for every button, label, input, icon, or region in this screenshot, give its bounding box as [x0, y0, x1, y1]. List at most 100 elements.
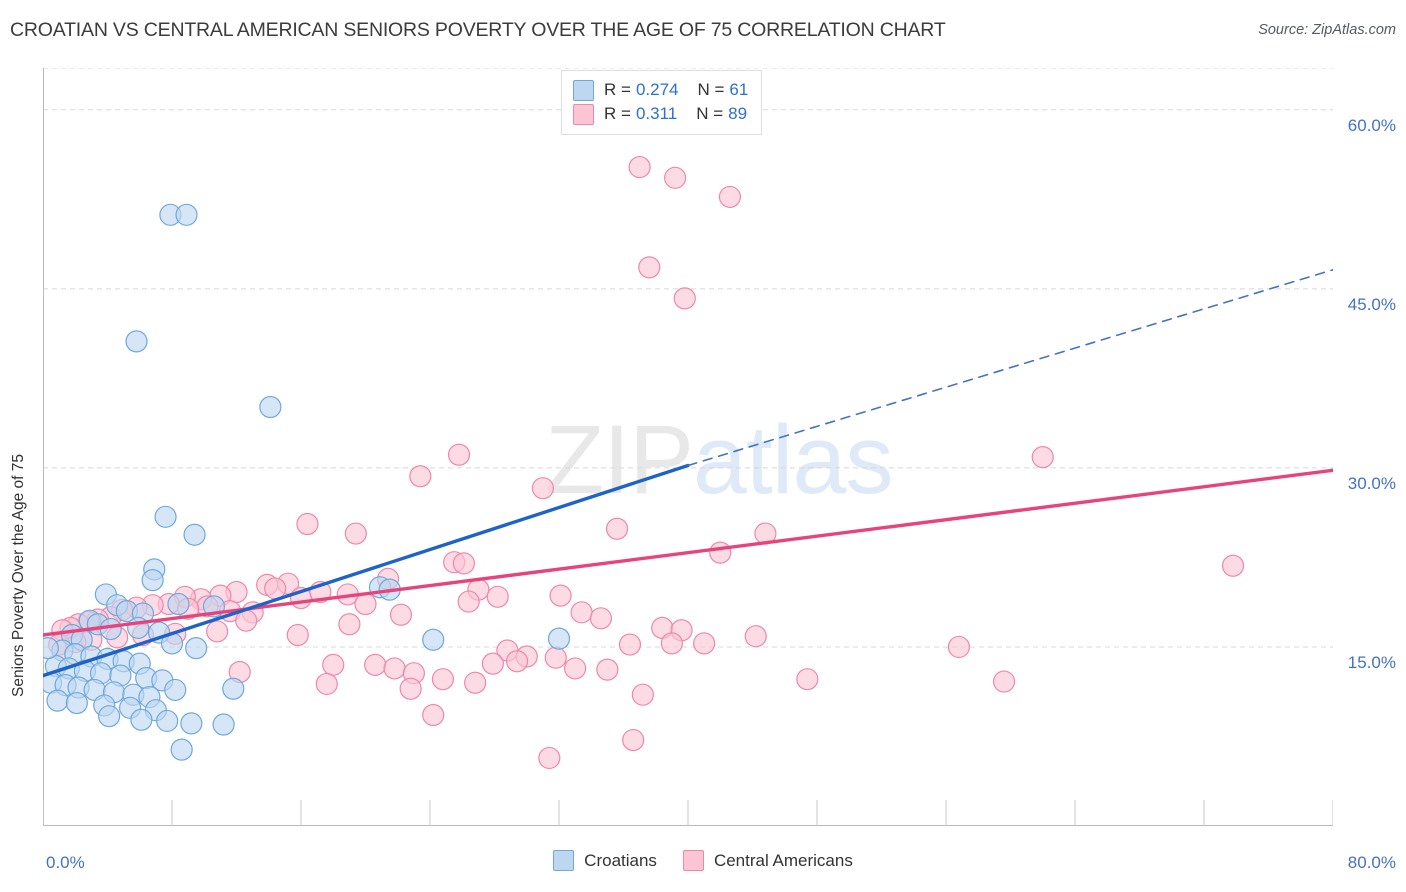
- data-point: [718, 185, 742, 209]
- data-point: [605, 517, 629, 540]
- data-point: [354, 592, 377, 616]
- data-point: [175, 203, 198, 226]
- data-point: [486, 585, 509, 608]
- data-point: [1221, 554, 1245, 577]
- data-point: [589, 607, 613, 630]
- data-point: [673, 287, 696, 310]
- data-point: [322, 653, 345, 676]
- data-point: [422, 628, 445, 651]
- n-value-blue: 61: [729, 80, 749, 99]
- data-point: [538, 746, 561, 770]
- data-point: [130, 708, 153, 731]
- data-point: [399, 677, 422, 700]
- data-point: [505, 650, 529, 673]
- data-point: [464, 671, 487, 694]
- y-axis-title-anchor: Seniors Poverty Over the Age of 75: [10, 454, 36, 698]
- data-point: [570, 601, 593, 624]
- data-point: [206, 620, 229, 643]
- data-point: [660, 632, 683, 655]
- data-point: [154, 505, 177, 528]
- data-point: [618, 633, 642, 656]
- data-point: [383, 657, 406, 680]
- r-value-pink: 0.311: [635, 104, 678, 123]
- data-point: [98, 705, 121, 728]
- correlation-stats-legend: R = 0.274 N = 61 R = 0.311 N = 89: [561, 70, 763, 135]
- legend-item-croatians[interactable]: Croatians: [553, 850, 657, 871]
- data-point: [744, 625, 767, 648]
- y-axis-tick-label: 15.0%: [1347, 652, 1396, 672]
- legend-item-central-americans[interactable]: Central Americans: [682, 850, 853, 871]
- data-point: [141, 568, 164, 592]
- data-point: [663, 166, 687, 189]
- gridlines: [43, 68, 1333, 648]
- x-axis-ticks: [43, 800, 1333, 826]
- stats-row-croatians: R = 0.274 N = 61: [573, 78, 748, 102]
- data-point: [286, 623, 309, 647]
- data-point: [185, 637, 208, 660]
- data-point: [992, 670, 1016, 693]
- series-legend: Croatians Central Americans: [0, 850, 1406, 871]
- central-americans-swatch-icon: [682, 850, 704, 871]
- data-point: [481, 652, 504, 675]
- data-point: [46, 689, 69, 712]
- data-point: [547, 627, 571, 650]
- data-point: [631, 683, 654, 706]
- plot-area: [43, 68, 1333, 826]
- data-point: [183, 523, 206, 546]
- data-point: [564, 657, 587, 680]
- data-point: [622, 728, 645, 752]
- data-point: [638, 256, 661, 279]
- blue-swatch-icon: [573, 79, 594, 101]
- croatians-swatch-icon: [553, 850, 575, 871]
- data-point: [628, 155, 651, 179]
- trendlines: [43, 268, 1333, 678]
- data-point: [596, 658, 619, 681]
- data-point: [422, 703, 445, 727]
- data-point: [338, 613, 361, 636]
- x-axis-min-label: 0.0%: [46, 853, 85, 872]
- data-point: [947, 635, 971, 659]
- stats-row-central-americans: R = 0.311 N = 89: [573, 102, 748, 126]
- legend-label-central-americans: Central Americans: [713, 850, 853, 870]
- data-point: [447, 443, 471, 466]
- data-point: [125, 330, 148, 353]
- y-axis-tick-label: 60.0%: [1347, 115, 1396, 135]
- data-point: [693, 632, 716, 655]
- data-point: [212, 713, 235, 736]
- trendline-extension: [687, 268, 1333, 467]
- data-point: [364, 653, 387, 676]
- axis-lines: [43, 68, 1333, 826]
- data-point: [222, 677, 245, 700]
- data-point: [544, 646, 567, 669]
- scatter-plot-svg: [43, 68, 1333, 826]
- r-label-pink: R =: [604, 104, 631, 123]
- data-point: [452, 552, 475, 575]
- data-point: [170, 738, 193, 761]
- page-title: CROATIAN VS CENTRAL AMERICAN SENIORS POV…: [10, 19, 946, 41]
- data-points-central-americans: [48, 155, 1245, 770]
- n-label-blue: N =: [697, 80, 725, 99]
- data-point: [167, 592, 190, 616]
- data-point: [180, 712, 203, 735]
- r-label-blue: R =: [604, 80, 631, 99]
- data-point: [1031, 446, 1054, 469]
- n-label-pink: N =: [696, 104, 724, 123]
- y-axis-title: Seniors Poverty Over the Age of 75: [10, 454, 27, 697]
- data-point: [344, 522, 367, 545]
- data-point: [296, 512, 319, 536]
- data-point: [259, 395, 282, 419]
- data-point: [315, 672, 338, 696]
- data-point: [431, 668, 454, 691]
- data-point: [709, 541, 732, 564]
- r-value-blue: 0.274: [635, 80, 679, 99]
- data-point: [389, 603, 413, 626]
- data-points-croatians: [43, 203, 571, 761]
- data-point: [156, 709, 179, 733]
- source-attribution: Source: ZipAtlas.com: [1258, 22, 1396, 38]
- data-point: [796, 668, 819, 691]
- data-point: [457, 590, 480, 613]
- y-axis-tick-label: 30.0%: [1347, 473, 1396, 493]
- data-point: [65, 691, 88, 715]
- n-value-pink: 89: [728, 104, 748, 123]
